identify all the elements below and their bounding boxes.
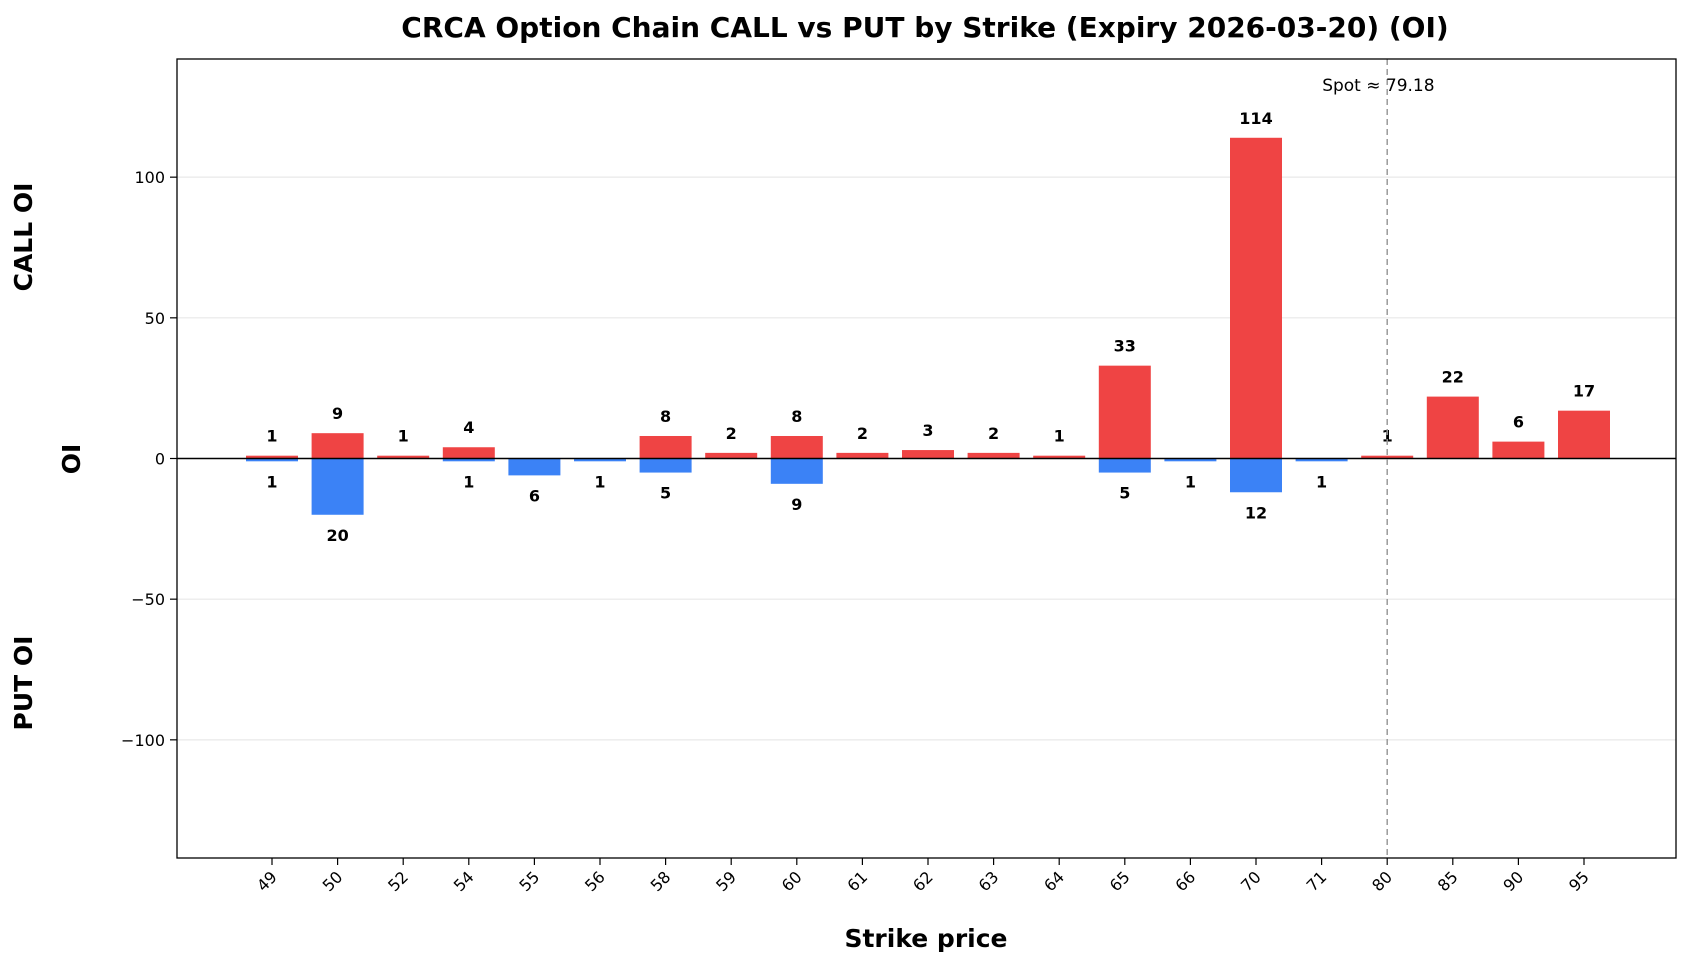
call-bar [770, 435, 823, 459]
put-bar-label: 5 [660, 484, 671, 503]
grid-lines [177, 176, 1676, 741]
put-bar [246, 458, 298, 462]
call-bar-label: 22 [1442, 368, 1464, 387]
put-bar-label: 6 [529, 486, 540, 505]
put-bar [1295, 458, 1348, 462]
call-bar-label: 6 [1513, 413, 1524, 432]
x-tick-label: 71 [1303, 867, 1331, 895]
x-tick-label: 49 [253, 867, 281, 895]
x-tick-label: 64 [1040, 867, 1068, 895]
call-bar-label: 1 [1382, 427, 1393, 446]
call-bar [902, 450, 954, 459]
call-bar-label: 8 [660, 407, 671, 426]
call-bar-label: 1 [398, 427, 409, 446]
y-axis-title: OI [57, 444, 86, 475]
x-tick-label: 63 [975, 867, 1003, 895]
bar-labels: 1 1 9 20 1 4 1 6 1 8 5 2 8 9 2 3 2 1 33 5 1 114 12 1 1 22 6 17 [266, 109, 1595, 545]
put-bar-label: 1 [463, 472, 474, 491]
call-bar-label: 1 [266, 427, 277, 446]
x-tick-label: 50 [319, 867, 347, 895]
put-bar-label: 1 [266, 472, 277, 491]
call-bar-label: 8 [791, 407, 802, 426]
call-bar [311, 433, 364, 459]
x-tick-label: 85 [1434, 867, 1462, 895]
put-bar [574, 458, 626, 462]
call-bar-label: 2 [857, 424, 868, 443]
call-bar-label: 2 [988, 424, 999, 443]
put-bar-label: 9 [791, 495, 802, 514]
x-tick-label: 95 [1565, 867, 1593, 895]
call-bar [705, 452, 758, 459]
call-bar-label: 2 [726, 424, 737, 443]
call-bar-label: 33 [1114, 337, 1136, 356]
call-bar [1361, 455, 1414, 459]
call-bar [1426, 396, 1479, 459]
call-bar [1558, 410, 1610, 459]
spot-label: Spot ≈ 79.18 [1322, 76, 1434, 96]
call-bar [1230, 137, 1282, 459]
put-bar [1098, 458, 1151, 473]
call-bar-label: 1 [1054, 427, 1065, 446]
y-tick-label: 50 [145, 309, 165, 328]
put-bar [770, 458, 823, 484]
put-bar [442, 458, 495, 462]
put-bar-label: 1 [594, 472, 605, 491]
y-tick-label: 0 [155, 450, 165, 469]
call-bar [1098, 365, 1151, 459]
call-bar [442, 447, 495, 459]
put-bar [1164, 458, 1217, 462]
call-bar-label: 3 [922, 421, 933, 440]
put-bar-label: 1 [1316, 472, 1327, 491]
chart-title: CRCA Option Chain CALL vs PUT by Strike … [401, 11, 1448, 44]
x-tick-label: 61 [843, 867, 871, 895]
x-axis-title: Strike price [844, 924, 1007, 953]
call-bar-label: 17 [1573, 382, 1595, 401]
put-bar-label: 12 [1245, 503, 1267, 522]
call-bar-label: 114 [1239, 109, 1272, 128]
x-tick-label: 60 [778, 867, 806, 895]
call-bar [1492, 441, 1545, 459]
plot-frame [176, 58, 1677, 859]
x-tick-label: 54 [450, 867, 478, 895]
call-bar-label: 4 [463, 418, 474, 437]
x-tick-label: 70 [1237, 867, 1265, 895]
call-bar-label: 9 [332, 404, 343, 423]
call-bar [246, 455, 298, 459]
call-bar [377, 455, 430, 459]
put-bar [311, 458, 364, 515]
call-bar [836, 452, 889, 459]
put-bar-label: 1 [1185, 472, 1196, 491]
put-bar-label: 5 [1119, 484, 1130, 503]
y-tick-label: 100 [134, 168, 165, 187]
x-tick-label: 80 [1368, 867, 1396, 895]
x-tick-label: 66 [1171, 867, 1199, 895]
put-bar-label: 20 [326, 526, 348, 545]
x-tick-label: 56 [581, 867, 609, 895]
put-bar [1230, 458, 1282, 493]
y-axis-title-put: PUT OI [9, 636, 38, 731]
x-tick-label: 55 [515, 867, 543, 895]
call-bar [967, 452, 1020, 459]
x-tick-label: 59 [712, 867, 740, 895]
call-bar [1033, 455, 1086, 459]
y-tick-label: −100 [121, 731, 165, 750]
y-axis-title-call: CALL OI [9, 183, 38, 292]
x-tick-label: 62 [909, 867, 937, 895]
put-bar [508, 458, 561, 476]
x-tick-label: 65 [1106, 867, 1134, 895]
put-bar [639, 458, 692, 473]
call-bar [639, 435, 692, 459]
x-tick-label: 52 [384, 867, 412, 895]
y-tick-label: −50 [131, 590, 165, 609]
x-tick-label: 90 [1499, 867, 1527, 895]
x-tick-label: 58 [647, 867, 675, 895]
bars [246, 137, 1610, 515]
